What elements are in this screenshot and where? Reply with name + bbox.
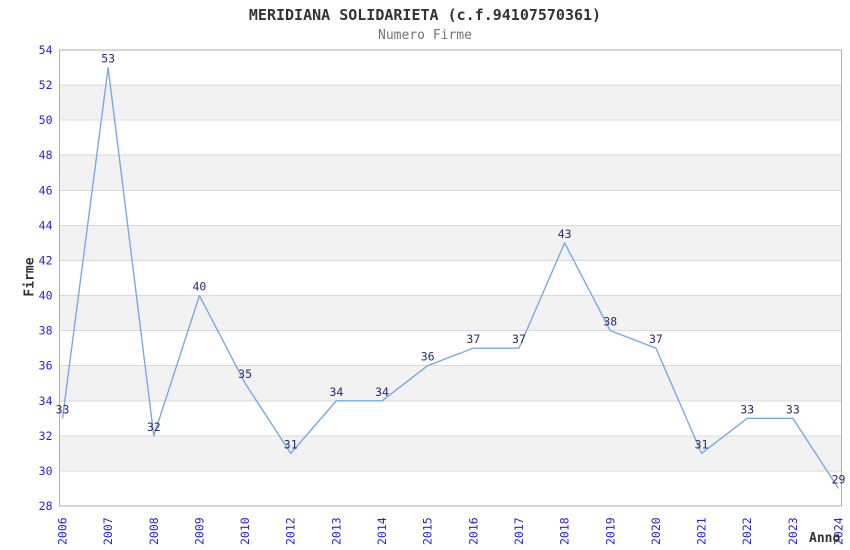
y-tick-label: 34 [39, 394, 53, 408]
data-point-label: 40 [193, 280, 207, 294]
x-tick-label: 2016 [466, 517, 480, 545]
plot-band [59, 295, 842, 331]
plot-band [59, 155, 842, 191]
data-point-label: 34 [329, 385, 343, 399]
x-tick-label: 2021 [695, 517, 709, 545]
y-tick-label: 46 [39, 183, 53, 197]
data-point-label: 34 [375, 385, 389, 399]
plot-band [59, 330, 842, 366]
data-point-label: 53 [101, 52, 115, 66]
plot-band [59, 260, 842, 296]
data-point-label: 37 [466, 332, 480, 346]
data-point-label: 35 [238, 367, 252, 381]
y-tick-label: 36 [39, 359, 53, 373]
plot-band [59, 470, 842, 506]
data-point-label: 31 [284, 437, 298, 451]
plot-band [59, 400, 842, 436]
x-tick-label: 2017 [512, 517, 526, 545]
x-tick-label: 2008 [147, 517, 161, 545]
y-tick-label: 50 [39, 113, 53, 127]
y-tick-label: 30 [39, 464, 53, 478]
data-point-label: 31 [695, 437, 709, 451]
x-tick-label: 2015 [421, 517, 435, 545]
y-tick-label: 52 [39, 78, 53, 92]
x-tick-label: 2024 [832, 517, 846, 545]
plot-band [59, 190, 842, 226]
y-tick-label: 32 [39, 429, 53, 443]
series-line [61, 66, 840, 489]
y-tick-label: 54 [39, 43, 53, 57]
x-tick-label: 2010 [238, 517, 252, 545]
data-point-label: 37 [512, 332, 526, 346]
plot-border [59, 49, 842, 507]
x-tick-label: 2007 [101, 517, 115, 545]
chart-title: MERIDIANA SOLIDARIETA (c.f.94107570361) [248, 6, 602, 24]
x-tick-label: 2009 [192, 517, 206, 545]
x-tick-label: 2014 [375, 517, 389, 545]
data-point-label: 43 [558, 227, 572, 241]
y-axis-title: Firme [22, 257, 38, 297]
data-point-label: 38 [603, 315, 617, 329]
data-point-label: 33 [786, 402, 800, 416]
x-tick-label: 2023 [786, 517, 800, 545]
data-point-label: 36 [421, 350, 435, 364]
data-point-label: 32 [147, 420, 161, 434]
x-tick-label: 2019 [603, 517, 617, 545]
x-tick-label: 2018 [558, 517, 572, 545]
y-tick-label: 42 [39, 253, 53, 267]
data-point-label: 33 [740, 402, 754, 416]
x-tick-label: 2013 [329, 517, 343, 545]
y-tick-label: 28 [39, 499, 53, 513]
x-axis-title: Anno [809, 531, 841, 546]
chart-subtitle: Numero Firme [378, 28, 472, 43]
data-point-label: 37 [649, 332, 663, 346]
x-tick-label: 2012 [284, 517, 298, 545]
plot-band [59, 85, 842, 121]
x-tick-label: 2022 [740, 517, 754, 545]
plot-band [59, 225, 842, 261]
y-tick-label: 44 [39, 218, 53, 232]
y-tick-label: 40 [39, 289, 53, 303]
y-tick-label: 38 [39, 324, 53, 338]
plot-band [59, 365, 842, 401]
plot-band [59, 50, 842, 86]
data-point-label: 29 [832, 472, 846, 486]
y-tick-label: 48 [39, 148, 53, 162]
x-tick-label: 2006 [56, 517, 70, 545]
x-tick-label: 2020 [649, 517, 663, 545]
data-point-label: 33 [56, 402, 70, 416]
plot-band [59, 435, 842, 471]
plot-band [59, 120, 842, 156]
